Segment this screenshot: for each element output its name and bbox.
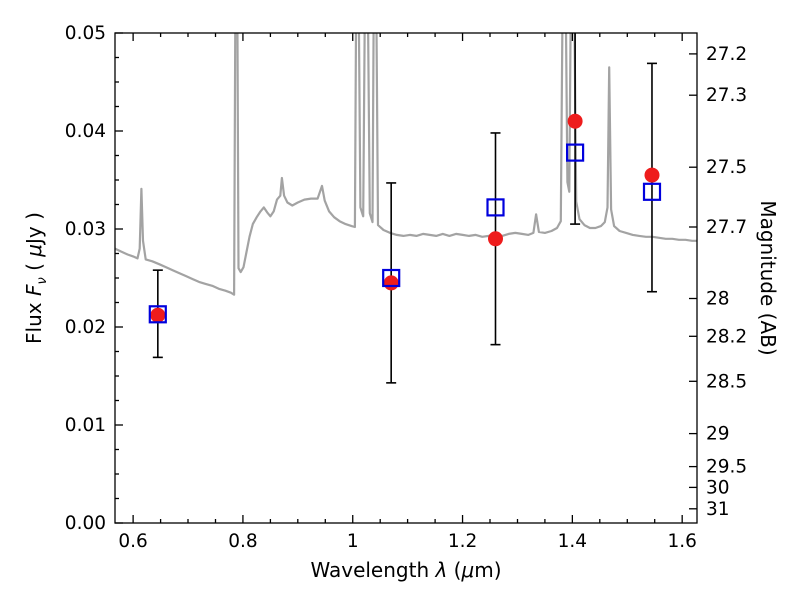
- y-tick-label-left: 0.04: [65, 121, 106, 142]
- photometry-point: [644, 167, 660, 183]
- y-axis-label-left: Flux Fν ( μJy ): [22, 212, 50, 344]
- x-tick-label: 1: [347, 531, 359, 552]
- model-point: [642, 182, 662, 201]
- model-point: [565, 143, 585, 162]
- y-tick-label-left: 0.05: [65, 23, 106, 44]
- y-tick-label-right: 28.5: [706, 371, 747, 392]
- x-tick-label: 1.2: [448, 531, 477, 552]
- y-tick-label-right: 27.2: [706, 44, 747, 65]
- model-points: [148, 143, 662, 324]
- ylabel-left-open: (: [22, 256, 46, 278]
- y-axis-label-right: Magnitude (AB): [756, 200, 780, 355]
- mu-symbol: μ: [22, 243, 46, 257]
- y-tick-label-right: 31: [706, 499, 730, 520]
- photometry-point: [150, 307, 166, 323]
- xlabel-close: m): [474, 558, 502, 582]
- y-tick-label-right: 27.7: [706, 217, 747, 238]
- y-tick-label-right: 30: [706, 477, 730, 498]
- ylabel-left-prefix: Flux: [22, 296, 46, 344]
- tick-labels: 0.6 0.8 1 1.2 1.4 1.6 0.00 0.01 0.02 0.03 0.04 0.05…: [65, 23, 747, 552]
- y-tick-label-left: 0.03: [65, 219, 106, 240]
- y-tick-label-right: 27.3: [706, 85, 747, 106]
- y-tick-label-right: 29.5: [706, 457, 747, 478]
- y-tick-label-left: 0.02: [65, 317, 106, 338]
- model-point: [486, 198, 505, 217]
- y-tick-label-right: 27.5: [706, 157, 747, 178]
- y-tick-label-right: 28: [706, 289, 730, 310]
- model-point: [382, 268, 401, 288]
- x-tick-label: 0.6: [118, 531, 147, 552]
- ylabel-left-symbol: F: [22, 284, 46, 297]
- photometry-point: [488, 231, 503, 247]
- x-tick-label: 1.4: [558, 531, 587, 552]
- ylabel-left-subscript: ν: [35, 277, 50, 285]
- mu-symbol: μ: [461, 558, 475, 582]
- photometry-point: [383, 275, 399, 291]
- y-tick-label-right: 29: [706, 424, 730, 445]
- xlabel-prefix: Wavelength: [310, 558, 436, 582]
- x-tick-label: 1.6: [667, 531, 696, 552]
- axis-ticks: [115, 32, 697, 524]
- y-tick-label-right: 28.2: [706, 326, 747, 347]
- lambda-symbol: λ: [435, 558, 448, 582]
- xlabel-open: (: [447, 558, 462, 582]
- model-point: [148, 305, 167, 324]
- x-tick-label: 0.8: [228, 531, 257, 552]
- ylabel-left-close: Jy ): [22, 212, 46, 244]
- photometry-point: [567, 113, 583, 129]
- y-tick-label-left: 0.01: [65, 415, 106, 436]
- ylabel-right-text: Magnitude (AB): [756, 200, 780, 356]
- y-tick-label-left: 0.00: [65, 513, 106, 534]
- spectrum-line: [115, 33, 697, 296]
- x-axis-label: Wavelength λ (μm): [310, 558, 501, 582]
